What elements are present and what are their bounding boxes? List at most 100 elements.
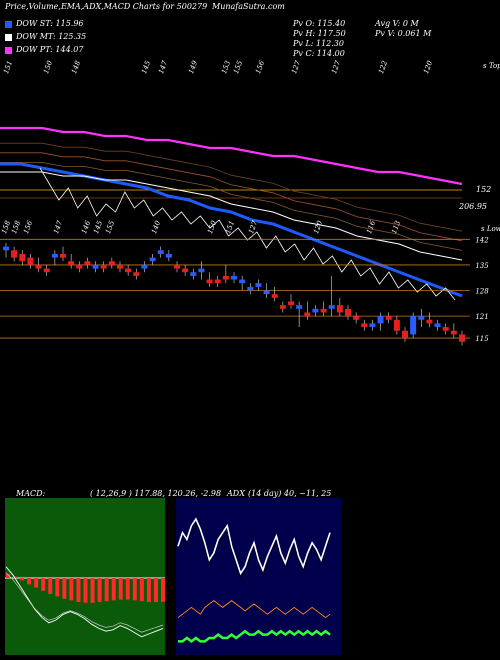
candle-body [312,308,319,313]
candle-body [174,264,180,269]
candle-body [11,250,18,258]
level-label: 121 [475,313,488,321]
prev-open: Pv O: 115.40 [293,19,346,28]
macd-hist-bar [6,574,10,578]
candle-body [3,246,9,251]
top-value-label: 206.95 [459,202,487,211]
prev-volume: Pv V: 0.061 M [375,29,432,38]
mid-tick-label: 145 [92,219,104,235]
candle-body [35,264,42,269]
mid-tick-label: 155 [104,219,116,235]
legend-item-dow-st: DOW ST: 115.96 [5,19,84,28]
adx-line-2 [178,629,331,643]
top-tick-label: 156 [254,59,266,75]
adx-values: (14 day) 40, ~11, 25 [248,489,332,498]
candle-body [320,308,327,313]
macd-hist-bar [97,578,102,602]
candle-body [133,272,140,276]
ma-line-st [0,162,463,298]
candle-body [76,264,83,269]
candle-body [141,264,148,269]
candle-body [377,316,384,324]
candle-body [222,275,229,280]
macd-hist-bar [69,578,74,601]
tops-label: s Tops [483,62,500,70]
macd-hist-bar [27,578,32,585]
candle-body [393,319,400,331]
ema-band-line [0,162,463,251]
mid-tick-label: 116 [365,219,377,235]
candle-body [27,257,34,265]
top-tick-label: 153 [220,59,232,75]
candle-body [336,305,343,313]
candle-body [402,330,408,339]
level-label: 135 [475,262,489,270]
prev-close: Pv C: 114.00 [293,49,345,58]
macd-hist-bar [34,578,39,588]
site-name: MunafaSutra.com [212,2,285,11]
top-tick-label: 155 [232,59,244,75]
candle-body [214,279,221,284]
top-tick-label: 122 [377,59,389,75]
macd-hist-bar [62,578,67,599]
mid-tick-label: 151 [224,220,236,235]
candle-body [165,253,172,258]
candle-body [426,319,433,324]
legend-swatch-pt [5,46,12,54]
ema-band-line [0,142,463,232]
lows-label: s Lows [481,225,500,233]
legend-swatch-st [5,20,12,28]
legend-swatch-mt [5,33,12,41]
adx-panel-bg [176,498,341,655]
macd-hist-bar [41,578,46,591]
adx-line-0 [177,517,331,576]
legend-item-dow-mt: DOW MT: 125.35 [5,32,86,41]
candle-body [190,272,197,276]
macd-hist-bar [83,578,88,603]
ma-line-pt [0,126,463,186]
macd-hist-bar [20,578,25,581]
candle-body [369,323,376,328]
ma-line-mt [0,171,463,261]
price-trace-line [39,167,456,301]
candle-body [328,305,335,309]
candle-body [418,316,425,320]
level-label: 115 [475,335,489,343]
candle-body [108,261,115,265]
macd-hist-bar [76,578,81,602]
candle-body [353,316,360,320]
mid-tick-label: 158 [10,219,22,235]
chart-title: Price,Volume,EMA,ADX,MACD Charts for 500… [5,2,208,11]
top-tick-label: 120 [422,59,434,75]
candle-body [442,327,449,331]
mid-tick-label: 150 [206,219,218,235]
mid-tick-label: 113 [390,219,402,235]
candle-body [304,312,311,317]
mid-tick-label: 140 [150,219,162,235]
candle-body [182,268,189,273]
macd-signal-line [5,572,164,633]
top-tick-label: 145 [140,59,152,75]
macd-panel-bg [5,498,165,655]
top-tick-label: 148 [70,59,82,75]
top-tick-label: 127 [330,59,342,75]
legend-label-st: DOW ST: 115.96 [16,19,84,28]
top-tick-label: 150 [42,59,54,75]
macd-hist-bar [118,578,123,600]
mid-tick-label: 156 [22,219,34,235]
legend-label-mt: DOW MT: 125.35 [16,32,87,41]
level-label: 128 [475,288,489,296]
candle-body [43,268,50,273]
candle-body [361,323,368,328]
macd-hist-bar [111,578,116,601]
macd-hist-bar [161,578,165,602]
candle-body [459,334,465,342]
candle-body [288,301,294,306]
candle-body [345,308,351,317]
candle-body [157,250,164,254]
adx-line-1 [177,600,331,619]
candle-body [198,268,205,273]
macd-label: MACD: [16,489,46,498]
level-label: 142 [475,236,489,244]
candle-body [263,290,270,295]
